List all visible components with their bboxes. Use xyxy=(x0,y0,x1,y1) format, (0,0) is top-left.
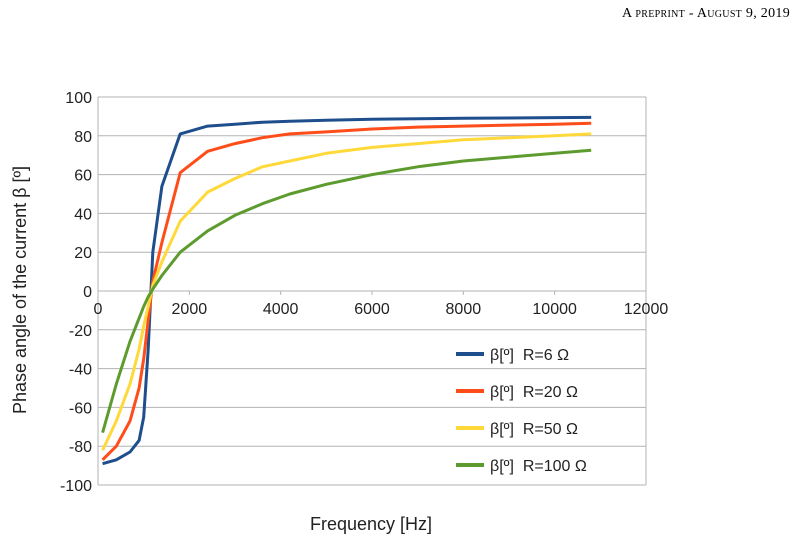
x-tick-label: 0 xyxy=(94,301,103,318)
x-tick-label: 8000 xyxy=(446,301,482,318)
y-tick-label: 60 xyxy=(74,168,92,185)
y-tick-label: 80 xyxy=(74,129,92,146)
y-tick-label: -20 xyxy=(69,323,92,340)
x-tick-label: 2000 xyxy=(172,301,208,318)
axes xyxy=(97,97,647,485)
y-tick-label: -60 xyxy=(69,400,92,417)
legend-label: β[º] R=6 Ω xyxy=(490,347,569,364)
series-line-3 xyxy=(101,132,592,451)
x-tick-label: 6000 xyxy=(354,301,390,318)
y-tick-label: -100 xyxy=(60,478,92,495)
y-tick-label: 100 xyxy=(65,90,92,107)
y-tick-label: -40 xyxy=(69,362,92,379)
series-line-2 xyxy=(101,121,592,461)
y-tick-label: 20 xyxy=(74,245,92,262)
x-tick-label: 10000 xyxy=(532,301,577,318)
series-lines xyxy=(101,115,592,466)
y-axis-label: Phase angle of the current β [º] xyxy=(10,166,30,414)
y-tick-label: 40 xyxy=(74,206,92,223)
page-header: A preprint - August 9, 2019 xyxy=(621,6,790,21)
x-tick-label: 12000 xyxy=(624,301,669,318)
y-tick-label: 0 xyxy=(83,284,92,301)
x-tick-label: 4000 xyxy=(263,301,299,318)
legend: β[º] R=6 Ω β[º] R=20 Ω β[º] R=50 Ω β[º] R=1… xyxy=(456,347,587,475)
legend-label: β[º] R=20 Ω xyxy=(490,384,578,401)
series-line-4 xyxy=(101,148,592,434)
series-line-1 xyxy=(102,115,592,466)
legend-label: β[º] R=100 Ω xyxy=(490,458,587,475)
grid xyxy=(98,96,646,486)
legend-label: β[º] R=50 Ω xyxy=(490,421,578,438)
y-tick-label: -80 xyxy=(69,439,92,456)
x-axis-label: Frequency [Hz] xyxy=(310,514,432,534)
